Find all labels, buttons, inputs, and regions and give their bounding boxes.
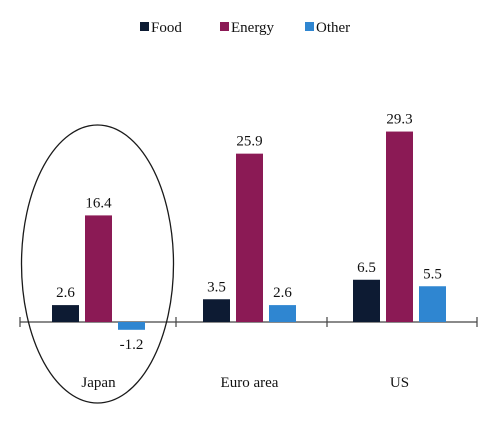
data-label-food-japan: 2.6 [56, 285, 75, 301]
bar-food-euro-area [203, 299, 230, 322]
bar-energy-japan [85, 215, 112, 322]
category-label-euro-area: Euro area [221, 375, 279, 391]
category-label-japan: Japan [81, 375, 116, 391]
legend-label-food: Food [151, 20, 182, 36]
bar-other-euro-area [269, 305, 296, 322]
bar-energy-us [386, 131, 413, 322]
legend-swatch-energy [220, 22, 229, 31]
bar-other-japan [118, 322, 145, 330]
category-label-us: US [390, 375, 409, 391]
data-label-food-euro-area: 3.5 [207, 279, 226, 295]
bar-other-us [419, 286, 446, 322]
legend-item-food: Food [140, 20, 182, 36]
legend-item-energy: Energy [220, 20, 275, 36]
legend: Food Energy Other [140, 20, 350, 36]
legend-label-energy: Energy [231, 20, 275, 36]
data-label-energy-japan: 16.4 [85, 195, 112, 211]
legend-item-other: Other [305, 20, 350, 36]
data-label-other-japan: -1.2 [120, 337, 144, 353]
data-label-other-us: 5.5 [423, 266, 442, 282]
data-label-other-euro-area: 2.6 [273, 285, 292, 301]
bar-food-us [353, 279, 380, 322]
highlight-ellipse [20, 124, 175, 404]
bar-food-japan [52, 305, 79, 322]
bar-energy-euro-area [236, 153, 263, 322]
legend-swatch-other [305, 22, 314, 31]
data-label-energy-us: 29.3 [386, 112, 412, 128]
legend-swatch-food [140, 22, 149, 31]
data-label-food-us: 6.5 [357, 260, 376, 276]
data-label-energy-euro-area: 25.9 [236, 134, 262, 150]
legend-label-other: Other [316, 20, 350, 36]
plot-area: 2.6 16.4 -1.2 Japan 3.5 25.9 2.6 Euro area 6.5 29… [19, 112, 478, 404]
